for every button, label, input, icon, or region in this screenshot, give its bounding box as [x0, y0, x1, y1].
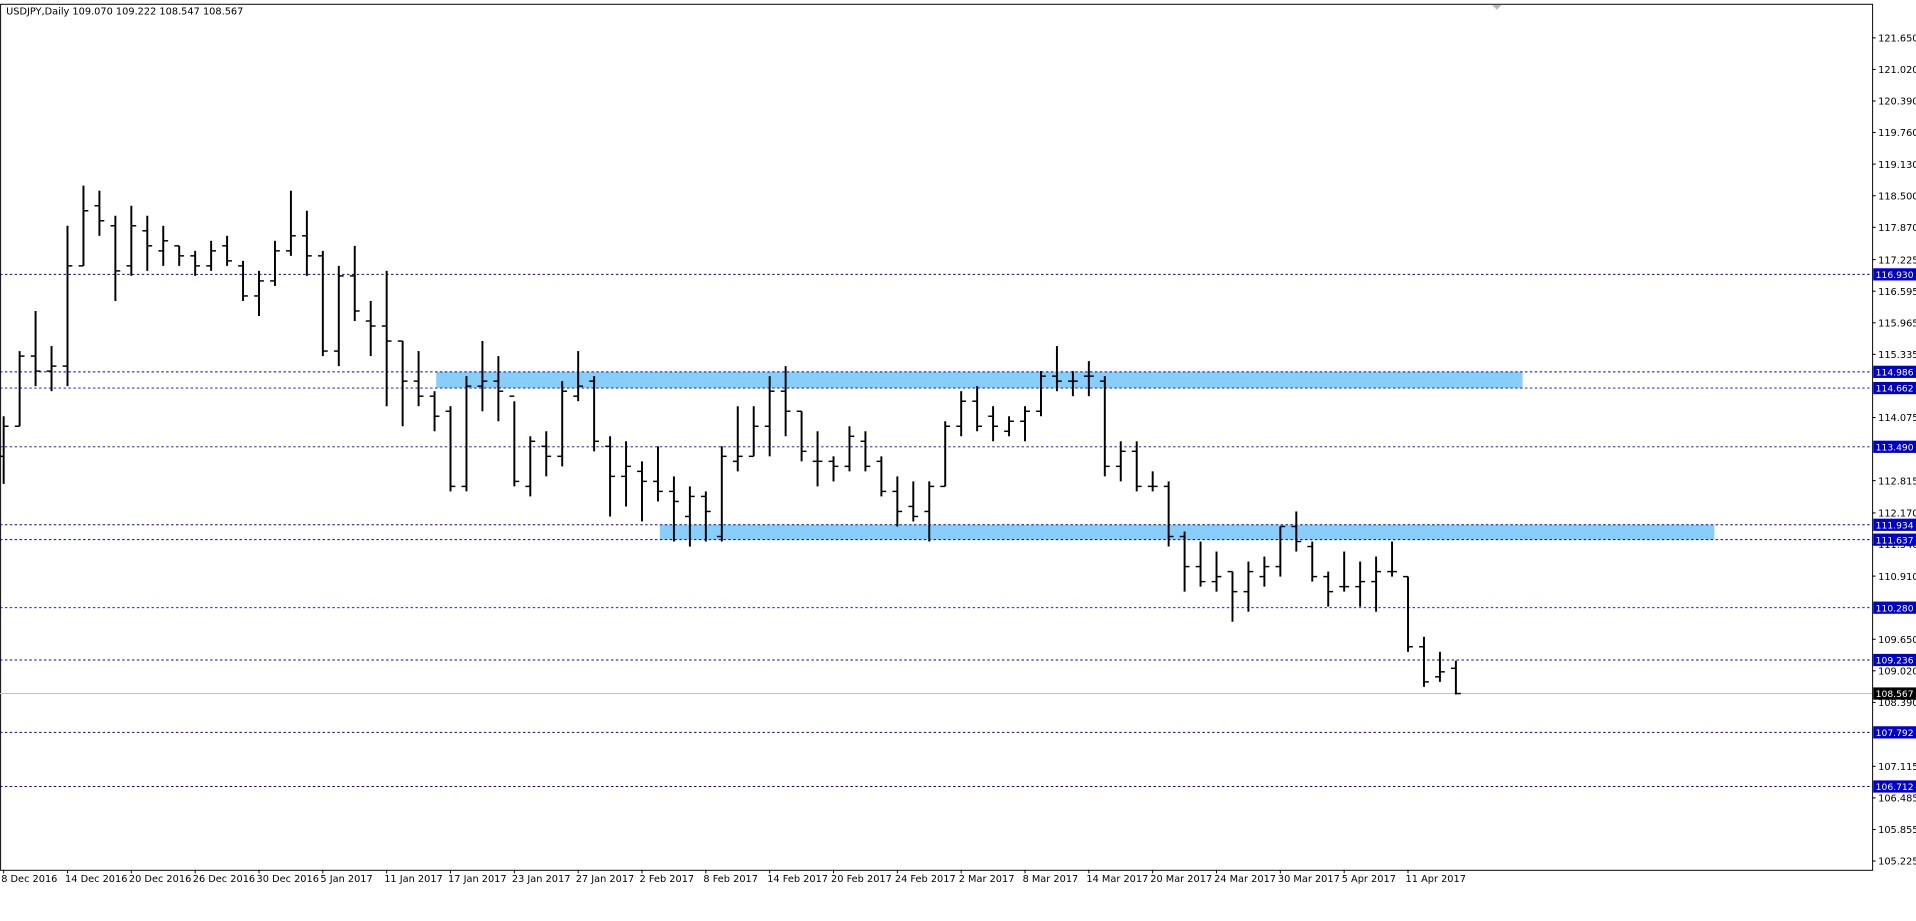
- x-tick-label: 26 Dec 2016: [193, 874, 255, 885]
- y-tick-label: 117.225: [1878, 255, 1916, 266]
- level-tag-label: 111.934: [1876, 520, 1914, 531]
- zone: [436, 371, 1523, 389]
- x-tick-label: 20 Feb 2017: [831, 874, 892, 885]
- level-tag: [1873, 653, 1916, 667]
- y-tick-label: 115.965: [1878, 318, 1916, 329]
- level-tag: [1873, 268, 1916, 281]
- x-tick-label: 17 Jan 2017: [448, 874, 507, 885]
- x-tick-label: 5 Jan 2017: [320, 874, 372, 885]
- y-tick-label: 106.485: [1878, 794, 1916, 805]
- level-tag: [1873, 440, 1916, 453]
- y-tick-label: 119.760: [1878, 128, 1916, 139]
- y-tick-label: 109.650: [1878, 635, 1916, 646]
- level-tag: [1873, 518, 1916, 531]
- level-tag: [1873, 601, 1916, 614]
- x-tick-label: 2 Feb 2017: [640, 874, 695, 885]
- x-tick-label: 30 Dec 2016: [257, 874, 319, 885]
- y-tick-label: 109.020: [1878, 666, 1916, 677]
- y-tick-label: 116.595: [1878, 287, 1916, 298]
- x-tick-label: 8 Dec 2016: [1, 874, 57, 885]
- x-tick-label: 14 Dec 2016: [65, 874, 127, 885]
- x-tick-label: 5 Apr 2017: [1342, 874, 1396, 885]
- level-tag-label: 107.792: [1876, 728, 1914, 739]
- x-tick-label: 20 Dec 2016: [129, 874, 191, 885]
- header-close: 108.567: [203, 7, 243, 18]
- y-tick-label: 121.020: [1878, 65, 1916, 76]
- level-tag: [1873, 365, 1916, 378]
- x-tick-label: 2 Mar 2017: [959, 874, 1015, 885]
- level-tag-label: 114.662: [1876, 384, 1914, 395]
- y-tick-label: 115.335: [1878, 350, 1916, 361]
- y-tick-label: 118.500: [1878, 191, 1916, 202]
- y-tick-label: 114.075: [1878, 413, 1916, 424]
- x-tick-label: 30 Mar 2017: [1278, 874, 1340, 885]
- level-tag-label: 111.637: [1876, 535, 1914, 546]
- x-tick-label: 27 Jan 2017: [576, 874, 635, 885]
- level-tag-label: 110.280: [1876, 603, 1914, 614]
- level-tag-label: 109.236: [1876, 656, 1914, 667]
- level-tag-label: 106.712: [1876, 782, 1914, 793]
- x-tick-label: 14 Mar 2017: [1086, 874, 1148, 885]
- x-tick-label: 24 Mar 2017: [1214, 874, 1276, 885]
- x-tick-label: 11 Jan 2017: [384, 874, 443, 885]
- plot-frame: [0, 3, 1874, 871]
- y-tick-label: 108.390: [1878, 698, 1916, 709]
- x-tick-label: 8 Mar 2017: [1023, 874, 1079, 885]
- x-tick-label: 11 Apr 2017: [1406, 874, 1466, 885]
- shift-marker: [1491, 4, 1502, 10]
- header-open: 109.070: [72, 7, 112, 18]
- y-tick-label: 112.815: [1878, 476, 1916, 487]
- y-tick-label: 107.115: [1878, 762, 1916, 773]
- y-tick-label: 119.130: [1878, 160, 1916, 171]
- x-tick-label: 23 Jan 2017: [512, 874, 571, 885]
- x-tick-label: 14 Feb 2017: [767, 874, 828, 885]
- symbol: USDJPY,Daily: [6, 7, 69, 18]
- level-tag: [1873, 726, 1916, 739]
- x-tick-label: 20 Mar 2017: [1150, 874, 1212, 885]
- x-tick-label: 24 Feb 2017: [895, 874, 956, 885]
- y-tick-label: 117.870: [1878, 223, 1916, 234]
- y-tick-label: 105.855: [1878, 825, 1916, 836]
- zone: [659, 524, 1715, 540]
- header-low: 108.547: [159, 7, 199, 18]
- y-tick-label: 105.225: [1878, 857, 1916, 868]
- header-high: 109.222: [116, 7, 156, 18]
- x-tick-label: 8 Feb 2017: [703, 874, 758, 885]
- chart-header: USDJPY,Daily 109.070 109.222 108.547 108…: [6, 7, 243, 18]
- level-tag: [1873, 533, 1916, 546]
- last-price-label: 108.567: [1876, 689, 1914, 700]
- level-tag: [1873, 381, 1916, 395]
- y-tick-label: 120.390: [1878, 97, 1916, 108]
- level-tag-label: 116.930: [1876, 270, 1914, 281]
- y-tick-label: 121.650: [1878, 34, 1916, 45]
- last-price-tag: [1873, 687, 1916, 700]
- y-tick-label: 112.170: [1878, 509, 1916, 520]
- level-tag-label: 114.986: [1876, 367, 1914, 378]
- level-tag-label: 113.490: [1876, 442, 1914, 453]
- y-tick-label: 110.910: [1878, 572, 1916, 583]
- level-tag: [1873, 780, 1916, 793]
